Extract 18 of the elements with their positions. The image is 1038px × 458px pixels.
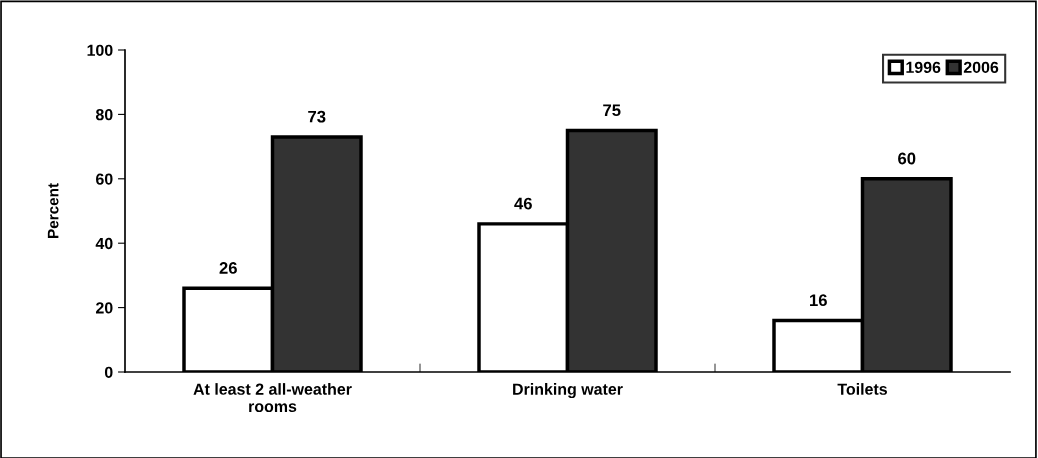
y-axis-title: Percent: [47, 183, 59, 238]
x-tick-label: Toilets: [837, 383, 887, 395]
y-tick-label: 20: [95, 302, 113, 314]
y-tick-label: 0: [104, 366, 113, 378]
data-label: 26: [219, 262, 237, 274]
data-label: 73: [308, 110, 326, 123]
y-tick-label: 80: [95, 109, 113, 121]
x-tick-label: Drinking water: [513, 383, 623, 399]
data-label: 60: [898, 152, 916, 165]
y-tick-label: 60: [96, 173, 113, 185]
data-label: 75: [603, 104, 621, 117]
x-tick-label: At least 2 all-weather rooms: [193, 383, 352, 413]
legend-label: 1996: [906, 61, 941, 73]
data-label: 46: [514, 197, 532, 210]
y-tick-label: 100: [87, 44, 113, 56]
legend-label: 2006: [963, 61, 999, 73]
data-label: 16: [810, 294, 827, 307]
y-tick-label: 40: [95, 237, 113, 250]
